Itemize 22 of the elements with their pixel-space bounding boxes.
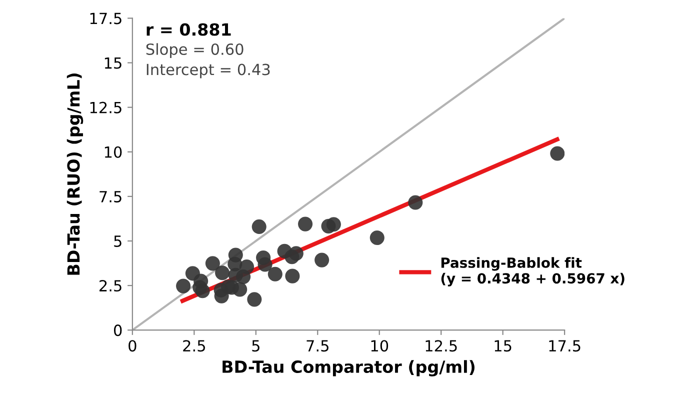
y-tick-label: 7.5 bbox=[100, 191, 122, 202]
annotation: Slope = 0.60 bbox=[146, 43, 244, 58]
x-tick-label: 15 bbox=[494, 340, 512, 352]
annotation: r = 0.881 bbox=[146, 23, 231, 36]
legend-label: Passing-Bablok fit (y = 0.4348 + 0.5967 x) bbox=[441, 257, 624, 286]
y-tick-label: 0 bbox=[114, 324, 122, 336]
x-tick-label: 7.5 bbox=[306, 340, 328, 352]
y-tick-label: 12.5 bbox=[90, 102, 122, 114]
y-tick-label: 10 bbox=[104, 146, 122, 158]
annotation: Intercept = 0.43 bbox=[146, 64, 270, 78]
y-tick-label: 15 bbox=[104, 57, 122, 69]
x-tick-label: 0 bbox=[128, 340, 136, 352]
y-tick-label: 17.5 bbox=[90, 12, 122, 24]
x-axis-title: BD-Tau Comparator (pg/ml) bbox=[222, 360, 474, 376]
y-tick-label: 2.5 bbox=[100, 280, 122, 292]
y-axis-title: BD-Tau (RUO) (pg/mL) bbox=[66, 73, 84, 275]
x-tick-label: 12.5 bbox=[426, 340, 457, 352]
y-tick-label: 5 bbox=[114, 236, 122, 247]
x-tick-label: 17.5 bbox=[549, 340, 580, 352]
x-tick-label: 10 bbox=[371, 340, 388, 352]
x-tick-label: 2.5 bbox=[183, 340, 205, 352]
x-tick-label: 5 bbox=[252, 340, 260, 352]
